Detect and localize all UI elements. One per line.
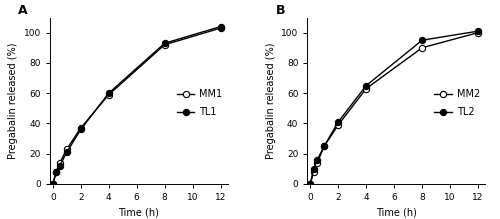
MM2 — [310, 171, 316, 173]
MM1 — [64, 148, 70, 150]
TL1 — [78, 128, 84, 131]
TL1 — [64, 151, 70, 154]
TL1 — [106, 92, 112, 94]
TL2 — [475, 30, 481, 32]
Line: MM2: MM2 — [307, 30, 481, 187]
Legend: MM2, TL2: MM2, TL2 — [430, 85, 484, 121]
MM2 — [475, 31, 481, 34]
MM2 — [363, 87, 369, 90]
MM2 — [335, 124, 341, 126]
TL2 — [363, 84, 369, 87]
Y-axis label: Pregabalin released (%): Pregabalin released (%) — [8, 42, 18, 159]
TL2 — [321, 145, 327, 147]
TL2 — [335, 121, 341, 123]
MM2 — [307, 183, 313, 185]
TL2 — [307, 183, 313, 185]
TL1 — [50, 183, 56, 185]
Y-axis label: Pregabalin released (%): Pregabalin released (%) — [266, 42, 276, 159]
TL1 — [218, 25, 224, 28]
Text: A: A — [18, 4, 28, 17]
Line: MM1: MM1 — [50, 25, 224, 187]
MM1 — [106, 93, 112, 96]
MM1 — [50, 183, 56, 185]
MM2 — [419, 46, 425, 49]
Text: B: B — [276, 4, 285, 17]
MM1 — [57, 161, 63, 164]
MM1 — [54, 171, 60, 173]
X-axis label: Time (h): Time (h) — [376, 208, 416, 217]
MM2 — [314, 161, 320, 164]
Line: TL1: TL1 — [50, 23, 224, 187]
MM1 — [78, 127, 84, 129]
MM1 — [218, 27, 224, 29]
TL2 — [310, 168, 316, 170]
Legend: MM1, TL1: MM1, TL1 — [173, 85, 226, 121]
TL2 — [419, 39, 425, 42]
TL1 — [54, 171, 60, 173]
Line: TL2: TL2 — [307, 28, 481, 187]
TL1 — [162, 42, 168, 44]
X-axis label: Time (h): Time (h) — [118, 208, 159, 217]
TL1 — [57, 164, 63, 167]
MM2 — [321, 145, 327, 147]
MM1 — [162, 43, 168, 46]
TL2 — [314, 158, 320, 161]
